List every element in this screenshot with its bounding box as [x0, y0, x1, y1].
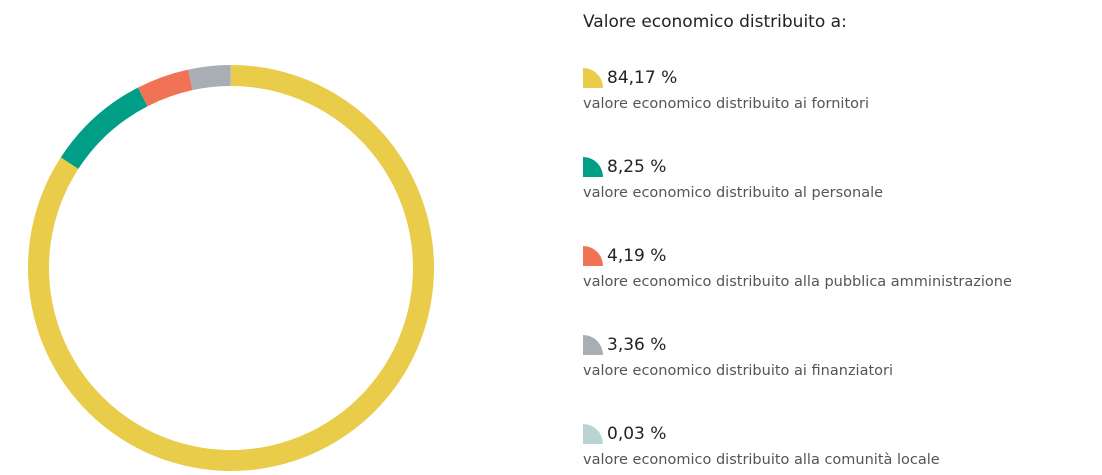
legend-icon: [583, 246, 603, 266]
donut-slice: [137, 69, 193, 107]
legend-label: valore economico distribuito alla comuni…: [583, 452, 940, 468]
legend-value: 84,17 %: [607, 68, 677, 88]
legend-label: valore economico distribuito alla pubbli…: [583, 274, 1012, 290]
legend-value: 4,19 %: [607, 246, 666, 266]
chart-title: Valore economico distribuito a:: [583, 12, 847, 32]
donut-slice: [188, 65, 231, 91]
legend-value: 8,25 %: [607, 157, 666, 177]
donut-slice: [60, 87, 148, 169]
legend-value: 0,03 %: [607, 424, 666, 444]
legend-icon: [583, 68, 603, 88]
legend-label: valore economico distribuito al personal…: [583, 185, 883, 201]
legend-icon: [583, 157, 603, 177]
legend-label: valore economico distribuito ai fornitor…: [583, 96, 869, 112]
legend-icon: [583, 335, 603, 355]
legend-label: valore economico distribuito ai finanzia…: [583, 363, 893, 379]
legend-value: 3,36 %: [607, 335, 666, 355]
legend-icon: [583, 424, 603, 444]
